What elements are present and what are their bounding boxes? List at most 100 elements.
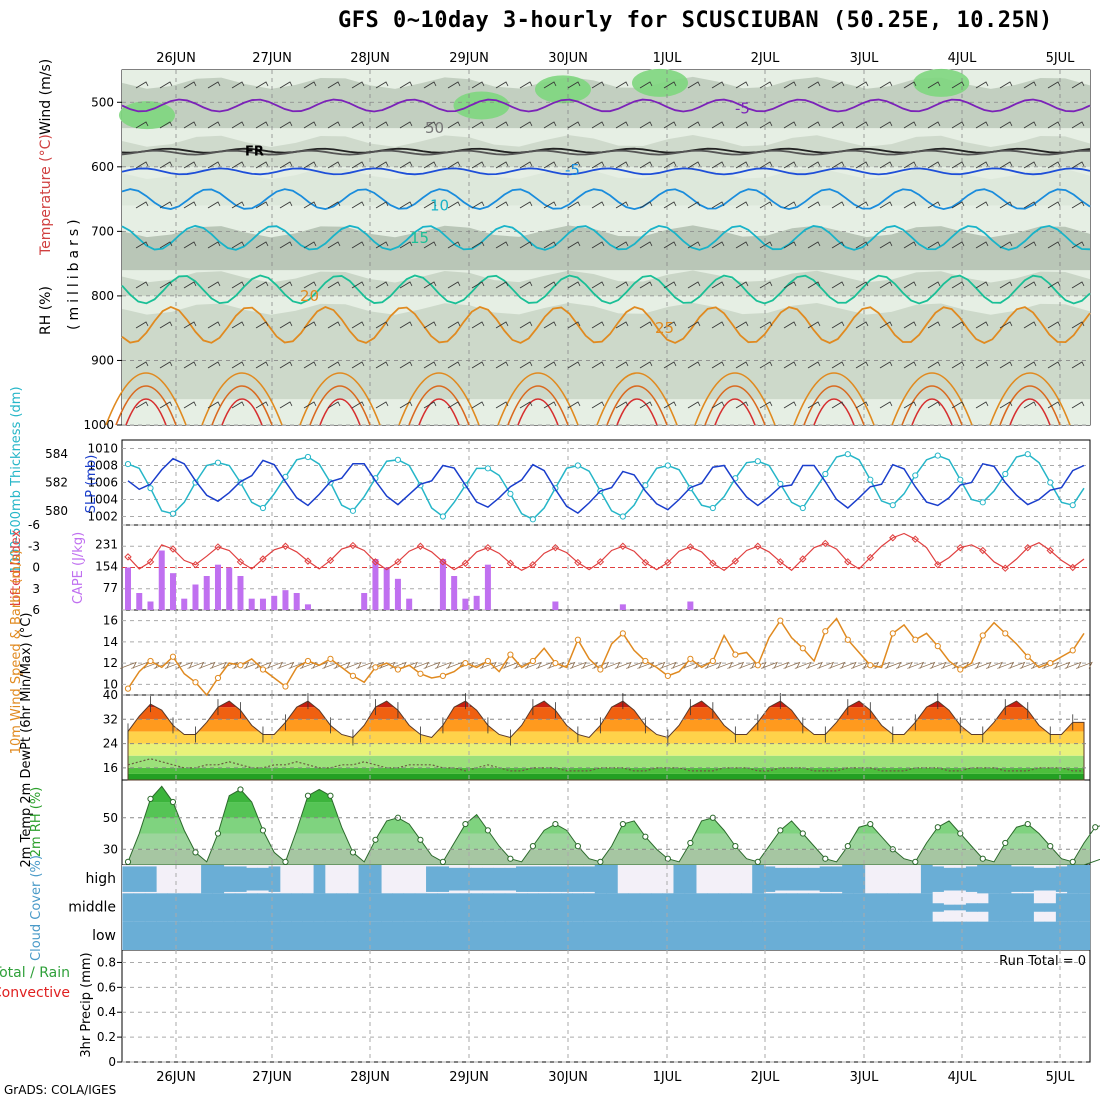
cloud-cell-middle (561, 893, 573, 922)
cloud-cell-low (999, 921, 1012, 950)
wind-speed-series-point (484, 657, 492, 665)
thickness-series-point (979, 499, 986, 506)
wind-barb (879, 161, 893, 169)
rh-band (122, 167, 1090, 206)
wind-barb (999, 121, 1013, 129)
wind-barb (159, 281, 173, 289)
cloud-cell-high (493, 867, 506, 891)
wind-barb (495, 161, 509, 169)
wind-barb (231, 241, 245, 249)
wind-barb-10m (311, 661, 329, 669)
cape-bar (372, 559, 379, 610)
cloud-cell-middle (774, 893, 787, 922)
wind-barb (735, 321, 749, 329)
wind-barb (399, 361, 413, 369)
wind-tick-label: 14 (103, 635, 118, 649)
wind-barb (447, 281, 461, 289)
rh-point (169, 798, 177, 806)
wind-barb (231, 121, 245, 129)
wind10m-ylabel: 10m Wind Speed & Barbs (m/s) (9, 550, 24, 755)
lifted-index-point (169, 545, 177, 553)
rh-point (687, 839, 694, 847)
wind-barb (255, 401, 269, 409)
wind-barb (543, 81, 557, 89)
wind-barb-10m (805, 661, 823, 669)
date-label-bottom: 3JUL (850, 1070, 880, 1085)
cloud-cell-middle (358, 893, 371, 922)
lifted-index-point (844, 558, 852, 566)
wind-speed-series-point (732, 651, 739, 658)
wind-barb-10m (299, 661, 317, 669)
cloud-cell-high (920, 865, 933, 894)
lifted-index-point (866, 553, 875, 562)
wind-barb (927, 201, 941, 209)
wind-barb-10m (569, 661, 587, 669)
cloud-cell-low (819, 921, 832, 950)
temp-contour (121, 98, 1091, 113)
wind-speed-series-point (754, 662, 761, 669)
precip-tick-label: 0.4 (97, 1005, 116, 1019)
cape-bar (259, 598, 266, 610)
wind-barb (807, 241, 821, 249)
wind-barb (1047, 361, 1061, 369)
wind-barb (279, 121, 293, 129)
wind-barb (687, 281, 701, 289)
wind-barb (735, 121, 749, 129)
cloud-cell-high (785, 867, 798, 891)
thickness-series-point (349, 507, 357, 514)
wind-barb-10m (266, 661, 284, 669)
wind-barb (471, 361, 485, 369)
lifted-index-point (686, 543, 695, 551)
cloud-cell-middle (279, 893, 292, 922)
wind-barb (879, 81, 893, 89)
wind-barb (855, 121, 869, 129)
cape-bar (462, 598, 469, 610)
wind-barb (1071, 161, 1085, 169)
wind-barb (495, 321, 509, 329)
wind-barb-10m (1008, 661, 1026, 669)
wind-barb (375, 281, 389, 289)
wind-barb (855, 401, 869, 409)
rh-point (484, 827, 492, 834)
wind-barb (351, 121, 365, 129)
thickness-series-point (867, 476, 874, 483)
wind-barb-10m (356, 661, 374, 669)
wind-barb (639, 281, 653, 289)
cloud-cell-middle (572, 893, 585, 922)
wind-barb-10m (704, 661, 722, 669)
wind-barb (567, 161, 581, 169)
wind-barb (951, 401, 965, 409)
wind-barb (999, 241, 1013, 249)
thickness-series-point (619, 513, 626, 520)
cloud-cell-low (527, 921, 540, 950)
cloud-cell-low (302, 921, 315, 950)
rh-moist-patch (119, 101, 175, 130)
surface-temp-contour (704, 385, 766, 426)
wind-barb (783, 201, 797, 209)
rh-band (128, 833, 1090, 850)
wind-barb (711, 121, 725, 129)
cloud-cell-middle (336, 893, 348, 922)
slp-tick-label: 1006 (87, 476, 118, 490)
wind-speed-series-point (844, 636, 851, 643)
cloud-cell-low (785, 921, 798, 950)
thickness-series-point (957, 476, 964, 483)
lifted-index-point (911, 535, 920, 543)
rh-axis-label: 2m RH (%) (29, 787, 44, 858)
cape-tick-label: 154 (95, 559, 118, 573)
surface-temp-contour (999, 385, 1061, 426)
wind-barb (663, 81, 677, 89)
lifted-index-point (236, 558, 245, 566)
surface-temp-contour (714, 398, 756, 426)
cloud-cell-high (471, 867, 483, 891)
cloud-cell-middle (459, 893, 472, 922)
wind-barb (255, 241, 269, 249)
cloud-cell-low (246, 921, 258, 950)
wind-barb (687, 81, 701, 89)
wind-barb (759, 281, 773, 289)
wind-barb (783, 361, 797, 369)
lifted-index-point (326, 556, 335, 565)
wind-barb (927, 361, 941, 369)
wind-speed-series-point (259, 666, 267, 673)
wind-barb-10m (997, 661, 1015, 669)
